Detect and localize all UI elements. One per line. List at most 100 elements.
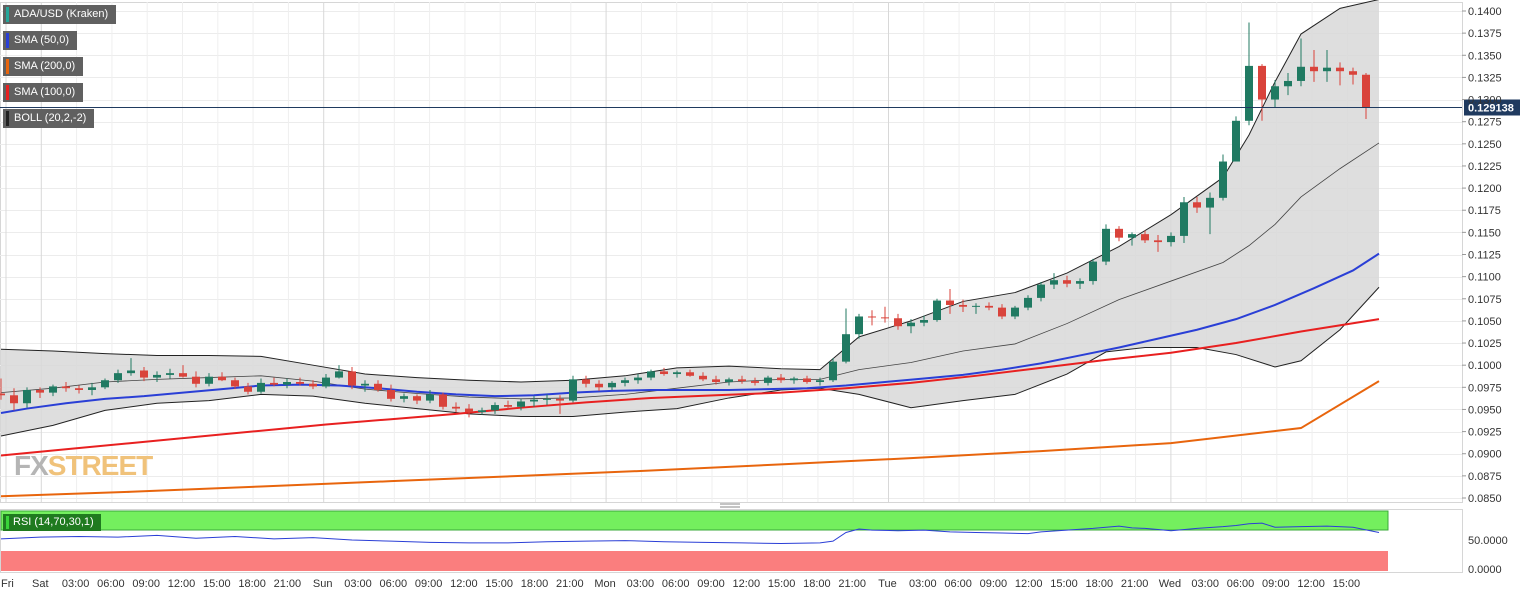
y-tick-label: 0.1200 (1468, 183, 1502, 195)
rsi-oversold-zone (1, 551, 1388, 571)
candle (907, 319, 915, 334)
candle (283, 378, 291, 389)
candle (192, 371, 200, 388)
candle-body (114, 373, 122, 381)
candle-body (1323, 67, 1331, 72)
x-tick-label: 18:00 (1086, 578, 1114, 590)
candle (387, 384, 395, 402)
candle-body (1050, 280, 1058, 285)
candle (790, 376, 798, 384)
candle-body (855, 316, 863, 335)
candle (244, 382, 252, 395)
last-price-badge (1464, 99, 1520, 116)
candle-body (920, 320, 928, 323)
candle (1284, 72, 1292, 96)
y-tick-label: 0.1025 (1468, 338, 1502, 350)
candle (1336, 62, 1344, 86)
candle (543, 394, 551, 406)
candle-body (413, 396, 421, 401)
candle-body (1167, 235, 1175, 243)
candle (1323, 49, 1331, 82)
legend-label: ADA/USD (Kraken) (14, 8, 109, 20)
x-tick-label: 09:00 (697, 578, 725, 590)
candle (1063, 275, 1071, 288)
candle (933, 298, 941, 322)
candle (998, 304, 1006, 320)
candle-body (309, 383, 317, 387)
candle (816, 377, 824, 386)
candle (322, 374, 330, 389)
candle-body (673, 372, 681, 375)
y-tick-label: 0.1175 (1468, 205, 1501, 217)
candle (1141, 230, 1149, 243)
candle-body (1102, 228, 1110, 262)
candle (114, 369, 122, 383)
candle-body (1037, 284, 1045, 298)
candle (699, 372, 707, 382)
candle-body (985, 305, 993, 308)
candle-body (530, 399, 538, 402)
legend-sma-200[interactable]: SMA (200,0) (3, 57, 84, 76)
candle-body (1258, 65, 1266, 100)
y-tick-label: 0.1000 (1468, 360, 1502, 372)
candle-body (0, 393, 5, 396)
legend-instrument[interactable]: ADA/USD (Kraken) (3, 5, 117, 24)
bollinger-upper (0, 0, 1380, 383)
candle-body (1193, 202, 1201, 208)
candle (491, 402, 499, 414)
candle (1089, 258, 1097, 285)
y-tick-label: 0.1375 (1468, 28, 1502, 40)
candle-body (335, 371, 343, 378)
candle (1362, 72, 1370, 120)
candle-body (387, 389, 395, 399)
x-tick-label: Tue (878, 578, 897, 590)
candle (725, 377, 733, 386)
x-tick-label: 09:00 (1262, 578, 1290, 590)
candle-body (205, 376, 213, 384)
candle (842, 308, 850, 364)
candle-body (881, 317, 889, 319)
candle-body (907, 322, 915, 327)
candle-body (634, 377, 642, 381)
candle-body (946, 300, 954, 305)
candle-body (686, 372, 694, 376)
candle-body (1115, 228, 1123, 238)
legend-swatch (6, 85, 9, 100)
y-tick-label: 0.1275 (1468, 117, 1502, 129)
candle-body (478, 410, 486, 413)
candle (400, 393, 408, 403)
legend-label: SMA (200,0) (14, 60, 76, 72)
candle-body (166, 373, 174, 375)
legend-sma-50[interactable]: SMA (50,0) (3, 31, 78, 50)
candle (569, 375, 577, 403)
y-tick-label: 0.1325 (1468, 72, 1502, 84)
candle (231, 377, 239, 390)
candle-body (75, 388, 83, 390)
candle-body (777, 377, 785, 381)
candle-body (517, 401, 525, 407)
candle-body (283, 382, 291, 385)
candle (270, 377, 278, 387)
y-tick-label: 0.1400 (1468, 6, 1502, 18)
candle (517, 398, 525, 411)
legend-label: SMA (100,0) (14, 86, 76, 98)
candle-body (816, 380, 824, 383)
candle-body (348, 371, 356, 386)
candle-body (88, 387, 96, 390)
candle (1128, 232, 1136, 246)
legend-bollinger[interactable]: BOLL (20,2,-2) (3, 109, 95, 128)
candle-body (725, 379, 733, 383)
x-tick-label: 09:00 (132, 578, 160, 590)
candle (413, 394, 421, 405)
legend-rsi[interactable]: RSI (14,70,30,1) (3, 514, 101, 531)
y-tick-label: 0.0875 (1468, 471, 1502, 483)
y-tick-label: 0.1250 (1468, 139, 1502, 151)
legend-sma-100[interactable]: SMA (100,0) (3, 83, 84, 102)
rsi-tick-label: 0.0000 (1468, 564, 1502, 576)
candle-body (569, 379, 577, 401)
candle (1258, 64, 1266, 121)
candle (335, 365, 343, 379)
candle-body (244, 386, 252, 392)
candle (764, 375, 772, 386)
